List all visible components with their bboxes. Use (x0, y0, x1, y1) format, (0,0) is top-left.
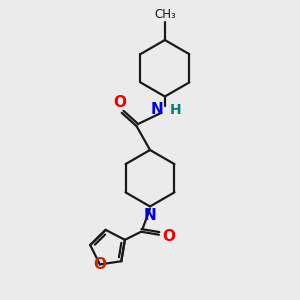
Text: O: O (113, 95, 126, 110)
Text: O: O (162, 229, 175, 244)
Text: CH₃: CH₃ (154, 8, 176, 21)
Text: N: N (151, 102, 164, 117)
Text: N: N (144, 208, 156, 223)
Text: H: H (169, 103, 181, 117)
Text: O: O (93, 257, 106, 272)
